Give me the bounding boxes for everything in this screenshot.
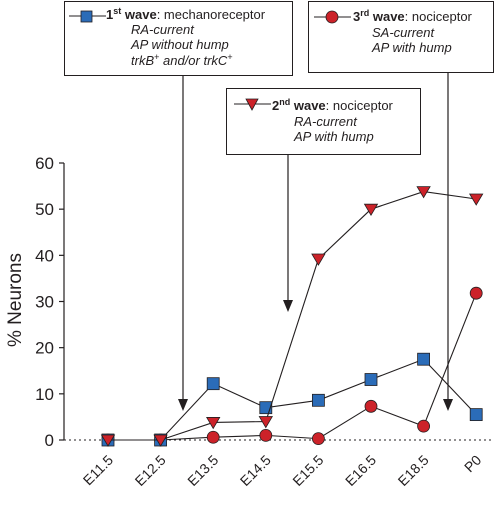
x-tick-label: E14.5	[237, 452, 274, 489]
legend-first-line-3: trkB+ and/or trkC+	[131, 52, 233, 69]
data-point	[417, 419, 431, 433]
series-circle	[101, 286, 483, 447]
legend-second-line-1: RA-current	[294, 114, 357, 129]
legend-second-title: 2nd wave: nociceptor	[272, 97, 393, 114]
data-point	[206, 430, 220, 444]
series-square	[101, 352, 483, 447]
data-point	[468, 193, 484, 206]
chart-series	[100, 186, 484, 447]
y-tick-label: 30	[35, 293, 54, 312]
x-tick-label: E12.5	[132, 452, 169, 489]
legend-circle-marker-icon	[314, 10, 351, 24]
y-tick-label: 40	[35, 246, 54, 265]
y-tick-label: 60	[35, 154, 54, 173]
y-tick-label: 10	[35, 385, 54, 404]
y-tick-label: 50	[35, 200, 54, 219]
y-tick-label: 20	[35, 339, 54, 358]
legend-third-wave: 3rd wave: nociceptor SA-current AP with …	[308, 1, 494, 73]
data-point	[100, 434, 116, 447]
data-point	[469, 286, 483, 300]
x-tick-label: P0	[461, 452, 485, 476]
x-tick-label: E11.5	[80, 452, 117, 489]
data-point	[206, 377, 220, 391]
data-point	[205, 417, 221, 430]
series-line	[108, 358, 477, 441]
x-tick-label: E15.5	[289, 452, 326, 489]
data-point	[417, 352, 431, 366]
legend-first-wave: 1st wave: mechanoreceptor RA-current AP …	[64, 1, 293, 76]
data-point	[469, 408, 483, 422]
data-point	[311, 393, 325, 407]
y-axis-label: % Neurons	[5, 253, 26, 347]
legend-third-line-1: SA-current	[372, 25, 435, 40]
legend-third-line-2: AP with hump	[372, 40, 452, 55]
annotation-arrows	[178, 73, 453, 411]
legend-first-title: 1st wave: mechanoreceptor	[106, 6, 266, 23]
legend-square-marker-icon	[69, 10, 106, 23]
x-tick-label: E13.5	[184, 452, 221, 489]
data-point	[416, 186, 431, 199]
data-point	[311, 253, 326, 266]
series-line	[108, 191, 477, 441]
series-triangle-down	[100, 186, 484, 447]
legend-second-wave: 2nd wave: nociceptor RA-current AP with …	[226, 88, 421, 155]
series-line	[108, 292, 477, 441]
legend-triangle-marker-icon	[234, 98, 271, 111]
legend-second-line-2: AP with hump	[294, 129, 374, 144]
legend-third-title: 3rd wave: nociceptor	[353, 8, 472, 25]
data-point	[364, 399, 378, 413]
data-point	[153, 434, 168, 447]
x-tick-label: E18.5	[395, 452, 432, 489]
data-point	[311, 432, 325, 446]
data-point	[258, 416, 274, 429]
x-tick-label: E16.5	[342, 452, 379, 489]
y-tick-label: 0	[45, 431, 54, 450]
legend-first-line-2: AP without hump	[131, 37, 229, 52]
data-point	[259, 428, 273, 442]
legend-first-line-1: RA-current	[131, 22, 194, 37]
data-point	[364, 373, 378, 386]
data-point	[363, 203, 379, 216]
